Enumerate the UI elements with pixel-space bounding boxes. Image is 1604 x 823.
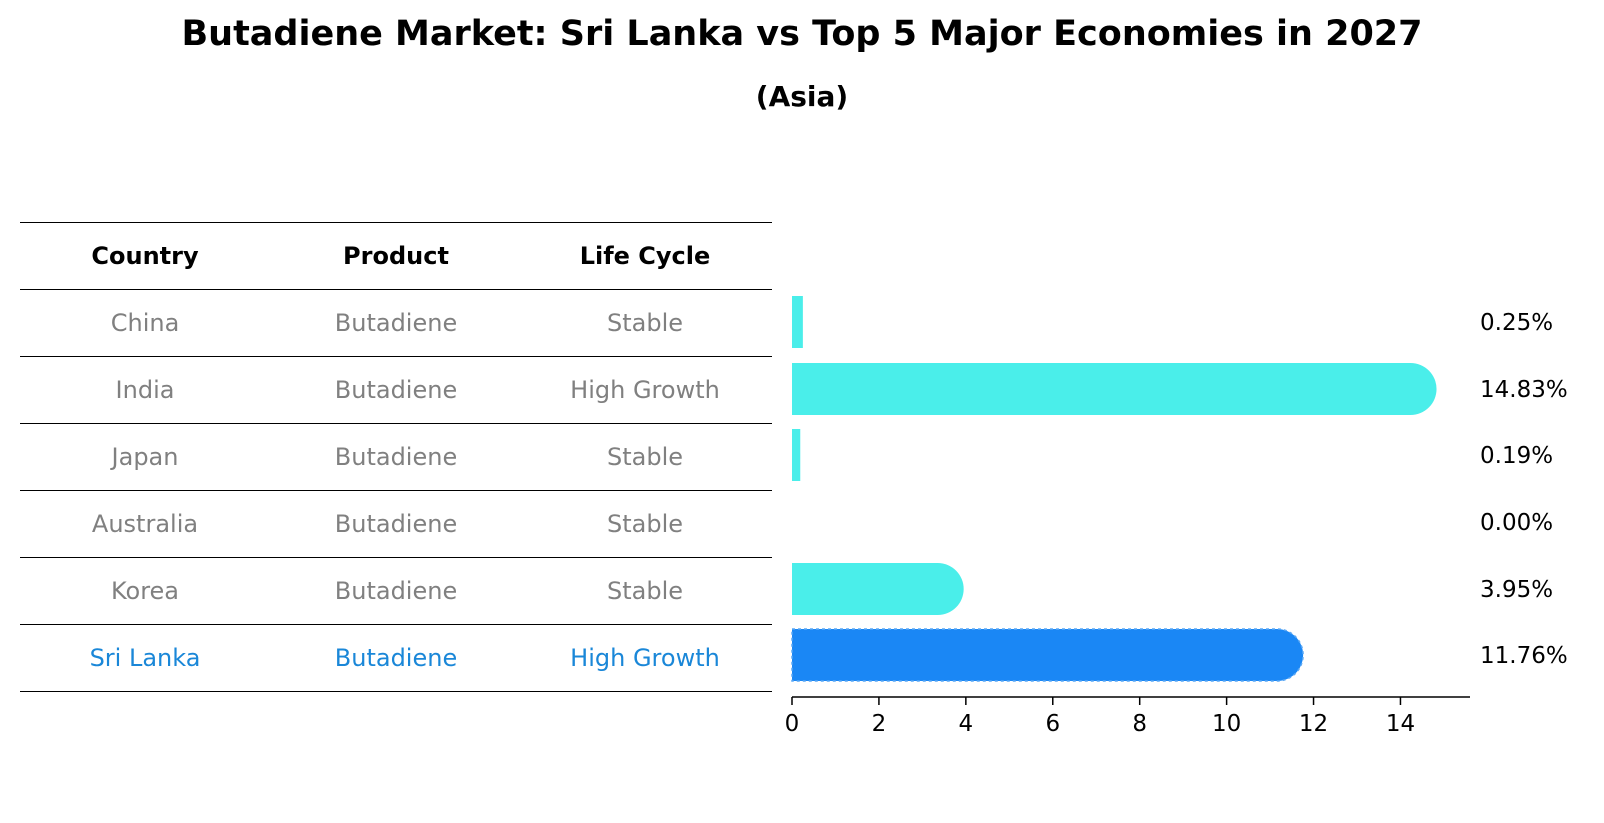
country-cell: India — [115, 376, 175, 404]
product-cell: Butadiene — [334, 443, 458, 471]
life-cycle-cell: Stable — [606, 510, 684, 538]
life-cycle-cell: Stable — [606, 309, 684, 337]
header-life-cycle: Life Cycle — [579, 242, 711, 270]
country-cell: Australia — [91, 510, 199, 538]
chart-subtitle: (Asia) — [755, 80, 849, 113]
product-cell: Butadiene — [334, 376, 458, 404]
x-tick-label: 6 — [1045, 711, 1060, 737]
table-header-row: Country Product Life Cycle — [20, 222, 772, 289]
data-table: Country Product Life Cycle China Butadie… — [20, 222, 772, 692]
life-cycle-cell: High Growth — [570, 376, 720, 404]
value-label: 14.83% — [1480, 377, 1568, 403]
table-row: China Butadiene Stable — [20, 289, 772, 356]
bar-highlighted — [791, 628, 1304, 682]
value-label: 0.00% — [1480, 510, 1553, 536]
product-cell: Butadiene — [334, 577, 458, 605]
bar — [792, 363, 1437, 415]
x-tick-label: 10 — [1212, 711, 1241, 737]
bar — [792, 296, 803, 348]
x-tick-label: 2 — [872, 711, 887, 737]
chart-title: Butadiene Market: Sri Lanka vs Top 5 Maj… — [181, 14, 1423, 54]
value-label: 3.95% — [1480, 577, 1553, 603]
life-cycle-cell: High Growth — [570, 644, 720, 672]
product-cell: Butadiene — [334, 309, 458, 337]
value-label: 0.19% — [1480, 443, 1553, 469]
x-tick-label: 4 — [959, 711, 974, 737]
x-tick-label: 12 — [1299, 711, 1328, 737]
bar — [792, 563, 964, 615]
country-cell: China — [110, 309, 180, 337]
life-cycle-cell: Stable — [606, 577, 684, 605]
x-tick-label: 8 — [1132, 711, 1147, 737]
table-row: Australia Butadiene Stable — [20, 490, 772, 557]
country-cell: Japan — [111, 443, 179, 471]
life-cycle-cell: Stable — [606, 443, 684, 471]
table-row-highlighted: Sri Lanka Butadiene High Growth — [20, 624, 772, 692]
x-tick-label: 14 — [1386, 711, 1415, 737]
country-cell: Sri Lanka — [89, 644, 201, 672]
product-cell: Butadiene — [334, 644, 458, 672]
table-row: India Butadiene High Growth — [20, 356, 772, 423]
bar — [792, 429, 801, 481]
header-country: Country — [91, 242, 199, 270]
header-product: Product — [343, 242, 449, 270]
country-cell: Korea — [110, 577, 180, 605]
product-cell: Butadiene — [334, 510, 458, 538]
table-row: Korea Butadiene Stable — [20, 557, 772, 624]
table-row: Japan Butadiene Stable — [20, 423, 772, 490]
value-label: 0.25% — [1480, 310, 1553, 336]
value-label: 11.76% — [1480, 643, 1568, 669]
x-tick-label: 0 — [785, 711, 800, 737]
